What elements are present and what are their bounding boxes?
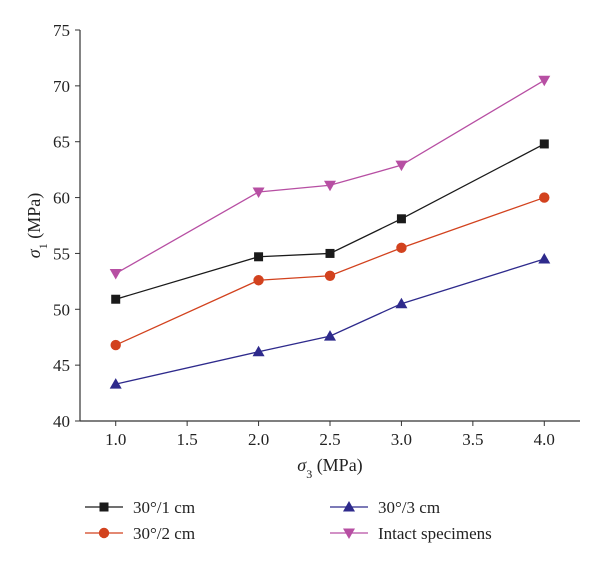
legend-item: 30°/1 cm	[85, 498, 195, 517]
data-point	[324, 330, 336, 341]
data-point	[395, 297, 408, 309]
legend: 30°/1 cm 30°/2 cm 30°/3 cm Intact specimens	[85, 498, 492, 543]
y-tick-label: 65	[53, 133, 70, 152]
data-point	[252, 345, 265, 357]
x-tick-label: 2.5	[319, 430, 340, 449]
data-point	[324, 180, 336, 192]
x-tick-label: 3.5	[462, 430, 483, 449]
x-tick-label: 2.0	[248, 430, 269, 449]
legend-item: 30°/2 cm	[85, 524, 195, 543]
axes	[75, 29, 580, 426]
y-tick-label: 40	[53, 412, 70, 431]
x-axis-title: σ3 (MPa)	[297, 455, 362, 481]
legend-label: Intact specimens	[378, 524, 492, 543]
y-tick-label: 70	[53, 77, 70, 96]
y-tick-label: 45	[53, 356, 70, 375]
data-point	[253, 275, 264, 286]
legend-label: 30°/3 cm	[378, 498, 440, 517]
data-point	[111, 294, 121, 304]
data-point	[539, 192, 550, 203]
series-4	[109, 75, 551, 280]
data-point	[396, 214, 406, 224]
data-point	[538, 75, 551, 87]
y-tick-label: 75	[53, 21, 70, 40]
data-point	[109, 378, 122, 389]
legend-item: Intact specimens	[330, 524, 492, 543]
series-2	[110, 192, 550, 351]
data-point	[254, 252, 264, 262]
series-1	[111, 139, 549, 304]
x-tick-label: 4.0	[534, 430, 555, 449]
data-point	[109, 269, 122, 280]
data-point	[395, 160, 408, 172]
tick-labels: 1.0 1.5 2.0 2.5 3.0 3.5 4.0 40 45 50 55 60 65 70 75	[53, 21, 555, 449]
data-point	[539, 139, 549, 149]
data-point	[325, 248, 335, 258]
legend-label: 30°/2 cm	[133, 524, 195, 543]
x-tick-label: 1.0	[105, 430, 126, 449]
legend-item: 30°/3 cm	[330, 498, 440, 517]
legend-label: 30°/1 cm	[133, 498, 195, 517]
y-tick-label: 60	[53, 189, 70, 208]
x-tick-label: 3.0	[391, 430, 412, 449]
y-axis-title: σ1 (MPa)	[24, 193, 50, 258]
data-point	[538, 253, 551, 264]
y-tick-label: 55	[53, 244, 70, 263]
x-tick-label: 1.5	[177, 430, 198, 449]
data-point	[110, 339, 121, 351]
data-point	[396, 242, 407, 254]
series-layer	[109, 75, 551, 389]
legend-marker	[343, 501, 355, 512]
data-point	[252, 187, 265, 198]
y-tick-label: 50	[53, 300, 70, 319]
legend-marker	[343, 528, 355, 539]
legend-marker	[99, 502, 109, 512]
series-3	[109, 253, 551, 389]
legend-marker	[98, 527, 110, 539]
data-point	[324, 270, 336, 281]
